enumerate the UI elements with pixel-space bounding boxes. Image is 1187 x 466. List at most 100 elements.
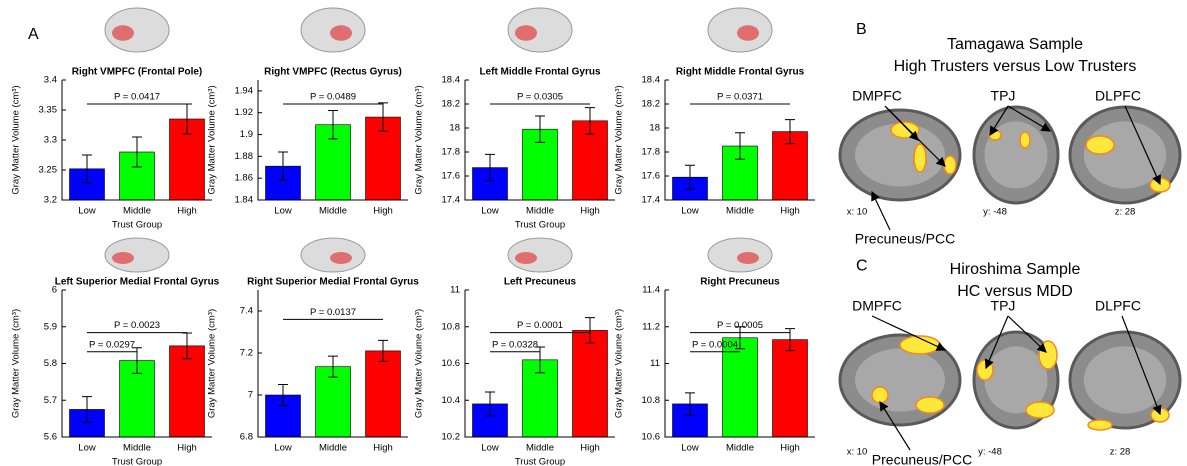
bar xyxy=(366,351,401,437)
p-value: P = 0.0297 xyxy=(89,339,135,350)
y-tick-label: 10.2 xyxy=(442,432,461,443)
x-axis-label: Trust Group xyxy=(112,457,162,466)
x-tick-label: High xyxy=(177,443,197,454)
x-tick-label: Low xyxy=(681,206,699,217)
y-tick-label: 18.2 xyxy=(642,99,661,110)
y-axis-label: Gray Matter Volume (cm³) xyxy=(414,85,425,194)
brain-region xyxy=(737,252,759,264)
activation xyxy=(916,397,944,413)
chart-title: Right VMPFC (Frontal Pole) xyxy=(72,67,203,78)
x-tick-label: Low xyxy=(274,443,292,454)
y-tick-label: 1.88 xyxy=(235,151,254,162)
region-label: Precuneus/PCC xyxy=(872,452,972,466)
bar xyxy=(723,338,758,437)
activation xyxy=(989,130,1001,140)
region-label: DMPFC xyxy=(852,298,902,314)
region-label: TPJ xyxy=(991,88,1016,104)
activation xyxy=(1020,132,1030,148)
y-tick-label: 1.9 xyxy=(240,129,253,140)
chart-title: Right Superior Medial Frontal Gyrus xyxy=(247,277,419,288)
y-tick-label: 17.4 xyxy=(442,195,461,206)
slice-coordinate: z: 28 xyxy=(1115,207,1136,218)
y-tick-label: 1.94 xyxy=(235,85,254,96)
y-tick-label: 3.3 xyxy=(44,135,57,146)
brain-inner xyxy=(1084,346,1167,413)
panel-subtitle: High Trusters versus Low Trusters xyxy=(894,58,1137,75)
x-tick-label: Middle xyxy=(726,206,754,217)
x-tick-label: High xyxy=(580,443,600,454)
panel-label: A xyxy=(28,26,39,43)
brain-region xyxy=(330,25,352,40)
y-tick-label: 1.86 xyxy=(235,173,254,184)
y-axis-label: Gray Matter Volume (cm³) xyxy=(414,309,425,418)
chart-title: Left Superior Medial Frontal Gyrus xyxy=(55,277,220,288)
activation xyxy=(1039,341,1057,369)
region-label: DMPFC xyxy=(852,88,902,104)
region-label: TPJ xyxy=(991,298,1016,314)
y-tick-label: 18.4 xyxy=(442,75,461,86)
p-value: P = 0.0489 xyxy=(310,92,356,103)
brain-region xyxy=(737,25,759,40)
x-axis-label: Trust Group xyxy=(515,457,565,466)
y-tick-label: 6.8 xyxy=(240,432,253,443)
y-tick-label: 18.2 xyxy=(442,99,461,110)
x-tick-label: Middle xyxy=(526,443,554,454)
y-tick-label: 7.2 xyxy=(240,348,253,359)
chart-title: Left Middle Frontal Gyrus xyxy=(479,67,601,78)
activation xyxy=(1150,178,1170,192)
p-value: P = 0.0005 xyxy=(717,320,763,331)
y-tick-label: 18.4 xyxy=(642,75,661,86)
slice-coordinate: x: 10 xyxy=(847,207,868,218)
p-value: P = 0.0137 xyxy=(310,307,356,318)
slice-coordinate: z: 28 xyxy=(1110,447,1131,458)
y-tick-label: 11 xyxy=(650,358,660,369)
chart-title: Left Precuneus xyxy=(504,277,577,288)
activation xyxy=(914,144,926,172)
brain-region xyxy=(515,25,537,40)
p-value: P = 0.0417 xyxy=(114,92,160,103)
y-tick-label: 5.6 xyxy=(44,432,57,443)
x-axis-label: Trust Group xyxy=(515,220,565,231)
activation xyxy=(1151,408,1169,422)
x-tick-label: High xyxy=(780,443,800,454)
activation xyxy=(977,360,993,380)
panel-label: B xyxy=(856,21,867,38)
brain-region xyxy=(515,252,537,264)
region-label: Precuneus/PCC xyxy=(855,231,955,247)
x-tick-label: Middle xyxy=(726,443,754,454)
x-tick-label: High xyxy=(780,206,800,217)
panel-title: Hiroshima Sample xyxy=(950,261,1081,278)
panel-label: C xyxy=(856,257,868,274)
activation xyxy=(872,387,888,403)
y-tick-label: 18 xyxy=(449,123,460,134)
p-value: P = 0.0004 xyxy=(692,339,738,350)
x-tick-label: High xyxy=(177,206,197,217)
x-tick-label: High xyxy=(580,206,600,217)
y-tick-label: 10.8 xyxy=(442,321,461,332)
brain-region xyxy=(112,252,134,264)
y-tick-label: 17.4 xyxy=(642,195,661,206)
activation xyxy=(1088,420,1112,430)
y-tick-label: 10.6 xyxy=(442,358,461,369)
chart-title: Right Middle Frontal Gyrus xyxy=(676,67,805,78)
x-tick-label: Low xyxy=(78,443,96,454)
p-value: P = 0.0023 xyxy=(114,320,160,331)
x-tick-label: Middle xyxy=(319,206,347,217)
y-tick-label: 1.84 xyxy=(235,195,254,206)
slice-coordinate: x: 10 xyxy=(847,447,868,458)
x-tick-label: High xyxy=(373,206,393,217)
chart-title: Right Precuneus xyxy=(700,277,780,288)
activation xyxy=(1086,136,1114,154)
x-tick-label: Low xyxy=(681,443,699,454)
y-tick-label: 5.8 xyxy=(44,358,57,369)
y-axis-label: Gray Matter Volume (cm³) xyxy=(11,309,22,418)
y-tick-label: 11 xyxy=(450,285,460,296)
x-tick-label: High xyxy=(373,443,393,454)
y-tick-label: 10.8 xyxy=(642,395,661,406)
figure: A Right VMPFC (Frontal Pole) Gray Matter … xyxy=(0,0,1187,466)
y-axis-label: Gray Matter Volume (cm³) xyxy=(207,85,218,194)
y-tick-label: 17.8 xyxy=(442,147,461,158)
x-tick-label: Middle xyxy=(123,206,151,217)
y-tick-label: 17.8 xyxy=(642,147,661,158)
y-axis-label: Gray Matter Volume (cm³) xyxy=(614,85,625,194)
